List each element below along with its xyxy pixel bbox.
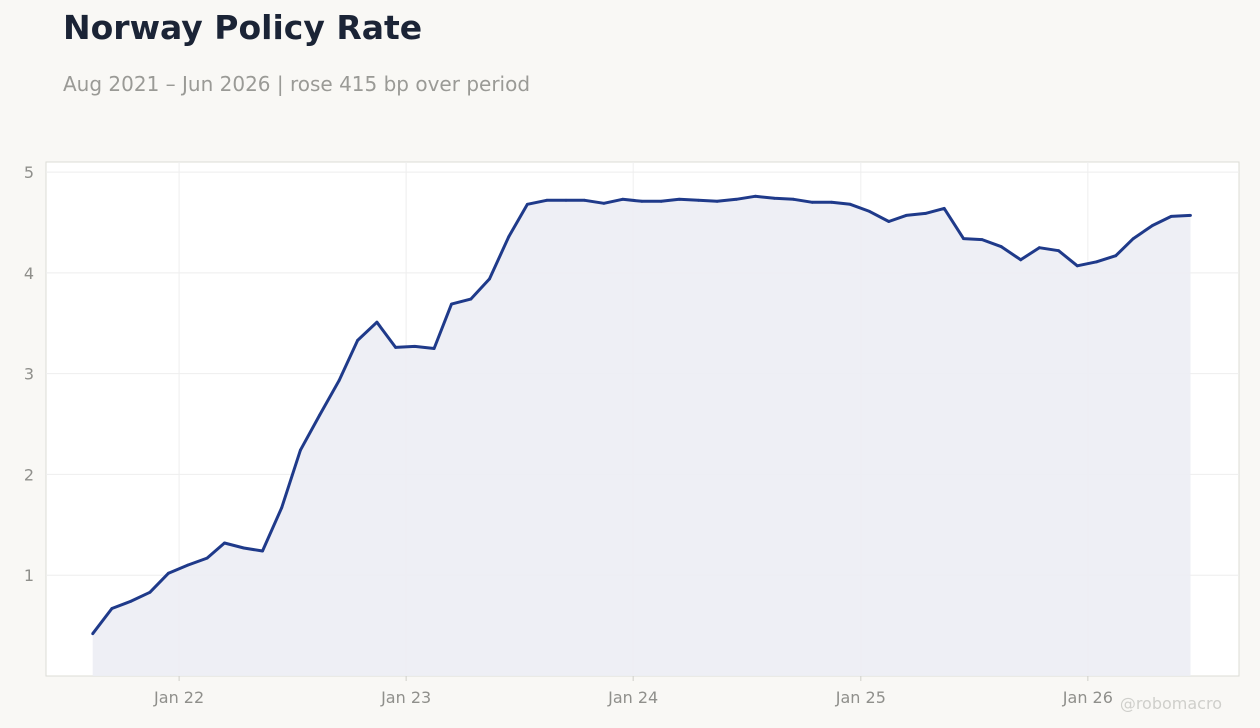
data-points: [91, 194, 1192, 636]
data-point: [432, 347, 436, 350]
data-point: [1114, 254, 1118, 258]
y-axis-ticks: 1 2 3 4 5: [24, 163, 34, 585]
data-point: [110, 607, 114, 610]
data-point: [129, 600, 133, 603]
data-point: [318, 413, 322, 417]
data-point: [1019, 258, 1023, 262]
x-tick-label: Jan 25: [835, 688, 886, 707]
data-point: [375, 320, 379, 324]
data-point: [1151, 224, 1154, 227]
y-tick-label: 1: [24, 566, 34, 585]
data-point: [1169, 215, 1173, 218]
data-point: [507, 235, 511, 239]
data-point: [186, 563, 190, 567]
data-point: [810, 200, 814, 204]
data-point: [583, 198, 587, 202]
data-point: [299, 448, 302, 452]
data-point: [1000, 245, 1003, 249]
data-point: [223, 541, 226, 545]
data-point: [980, 238, 984, 242]
data-point: [735, 197, 738, 201]
data-point: [148, 590, 152, 594]
data-point: [753, 194, 757, 198]
data-point: [91, 632, 95, 636]
data-point: [887, 220, 891, 223]
data-point: [1189, 214, 1192, 217]
data-point: [242, 546, 246, 550]
data-point: [715, 199, 719, 203]
data-point: [337, 379, 341, 383]
data-point: [848, 202, 852, 206]
data-point: [830, 200, 833, 204]
data-point: [167, 571, 170, 575]
x-axis-ticks: Jan 22 Jan 23 Jan 24 Jan 25 Jan 26: [153, 676, 1113, 707]
data-point: [868, 210, 871, 213]
data-point: [659, 199, 663, 203]
data-point: [450, 302, 453, 306]
y-tick-label: 3: [24, 365, 34, 384]
data-point: [1057, 249, 1060, 253]
data-point: [564, 198, 568, 202]
data-point: [602, 201, 606, 205]
data-point: [488, 277, 491, 281]
y-tick-label: 5: [24, 163, 34, 182]
data-point: [1075, 264, 1079, 268]
y-tick-label: 2: [24, 465, 34, 484]
data-point: [640, 199, 644, 203]
x-tick-label: Jan 23: [380, 688, 431, 707]
x-tick-label: Jan 24: [607, 688, 658, 707]
chart-subtitle: Aug 2021 – Jun 2026 | rose 415 bp over p…: [63, 72, 531, 96]
data-point: [1131, 237, 1135, 241]
data-point: [526, 202, 529, 206]
data-point: [962, 237, 965, 241]
x-tick-label: Jan 26: [1062, 688, 1113, 707]
data-point: [394, 346, 397, 349]
data-point: [469, 297, 473, 301]
data-point: [1037, 246, 1041, 250]
data-point: [904, 214, 908, 217]
data-point: [545, 198, 549, 202]
data-point: [413, 345, 417, 348]
data-point: [280, 506, 284, 510]
data-point: [942, 207, 946, 210]
data-point: [261, 549, 264, 553]
data-point: [697, 198, 700, 202]
data-point: [1095, 260, 1098, 264]
data-point: [621, 197, 624, 201]
data-point: [356, 339, 359, 342]
rate-area-fill: [92, 196, 1191, 677]
data-point: [205, 556, 209, 560]
chart-title: Norway Policy Rate: [63, 8, 423, 47]
data-point: [924, 212, 927, 215]
data-point: [773, 196, 776, 200]
data-point: [677, 197, 681, 201]
y-tick-label: 4: [24, 264, 34, 283]
x-tick-label: Jan 22: [153, 688, 204, 707]
data-point: [792, 197, 795, 201]
watermark: @robomacro: [1119, 694, 1222, 713]
